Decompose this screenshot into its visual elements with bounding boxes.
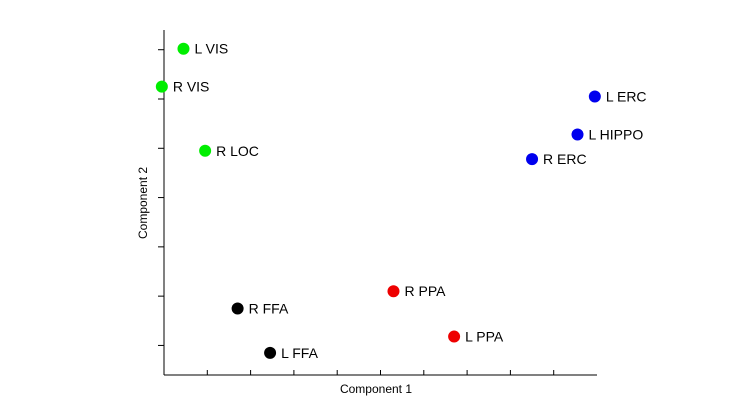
data-point: R PPA (387, 283, 446, 299)
point-marker (526, 153, 539, 166)
point-marker (571, 128, 584, 141)
point-label: L FFA (281, 345, 318, 361)
point-label: L ERC (606, 89, 647, 105)
point-label: L VIS (194, 41, 228, 57)
point-marker (199, 144, 212, 157)
point-marker (387, 285, 400, 298)
data-point: R ERC (526, 151, 587, 167)
data-point: R LOC (199, 143, 259, 159)
y-axis-label: Component 2 (136, 167, 150, 239)
point-marker (264, 346, 277, 359)
axis-ticks (158, 49, 555, 375)
point-marker (448, 330, 461, 343)
x-axis-label: Component 1 (340, 382, 412, 396)
data-point: L PPA (448, 329, 504, 345)
point-label: R PPA (404, 283, 446, 299)
point-label: L HIPPO (589, 126, 644, 142)
point-marker (231, 302, 244, 315)
data-point: L HIPPO (571, 126, 644, 142)
data-point: L VIS (177, 41, 228, 57)
point-label: R LOC (216, 143, 259, 159)
point-label: R VIS (173, 79, 210, 95)
point-marker (155, 80, 168, 93)
point-label: R ERC (543, 151, 587, 167)
data-point: L ERC (588, 89, 647, 105)
point-marker (177, 42, 190, 55)
data-point: R FFA (231, 300, 289, 316)
axes (163, 30, 597, 376)
point-label: R FFA (249, 300, 289, 316)
point-marker (588, 90, 601, 103)
data-point: L FFA (264, 345, 319, 361)
point-label: L PPA (465, 329, 504, 345)
data-point: R VIS (155, 79, 210, 95)
